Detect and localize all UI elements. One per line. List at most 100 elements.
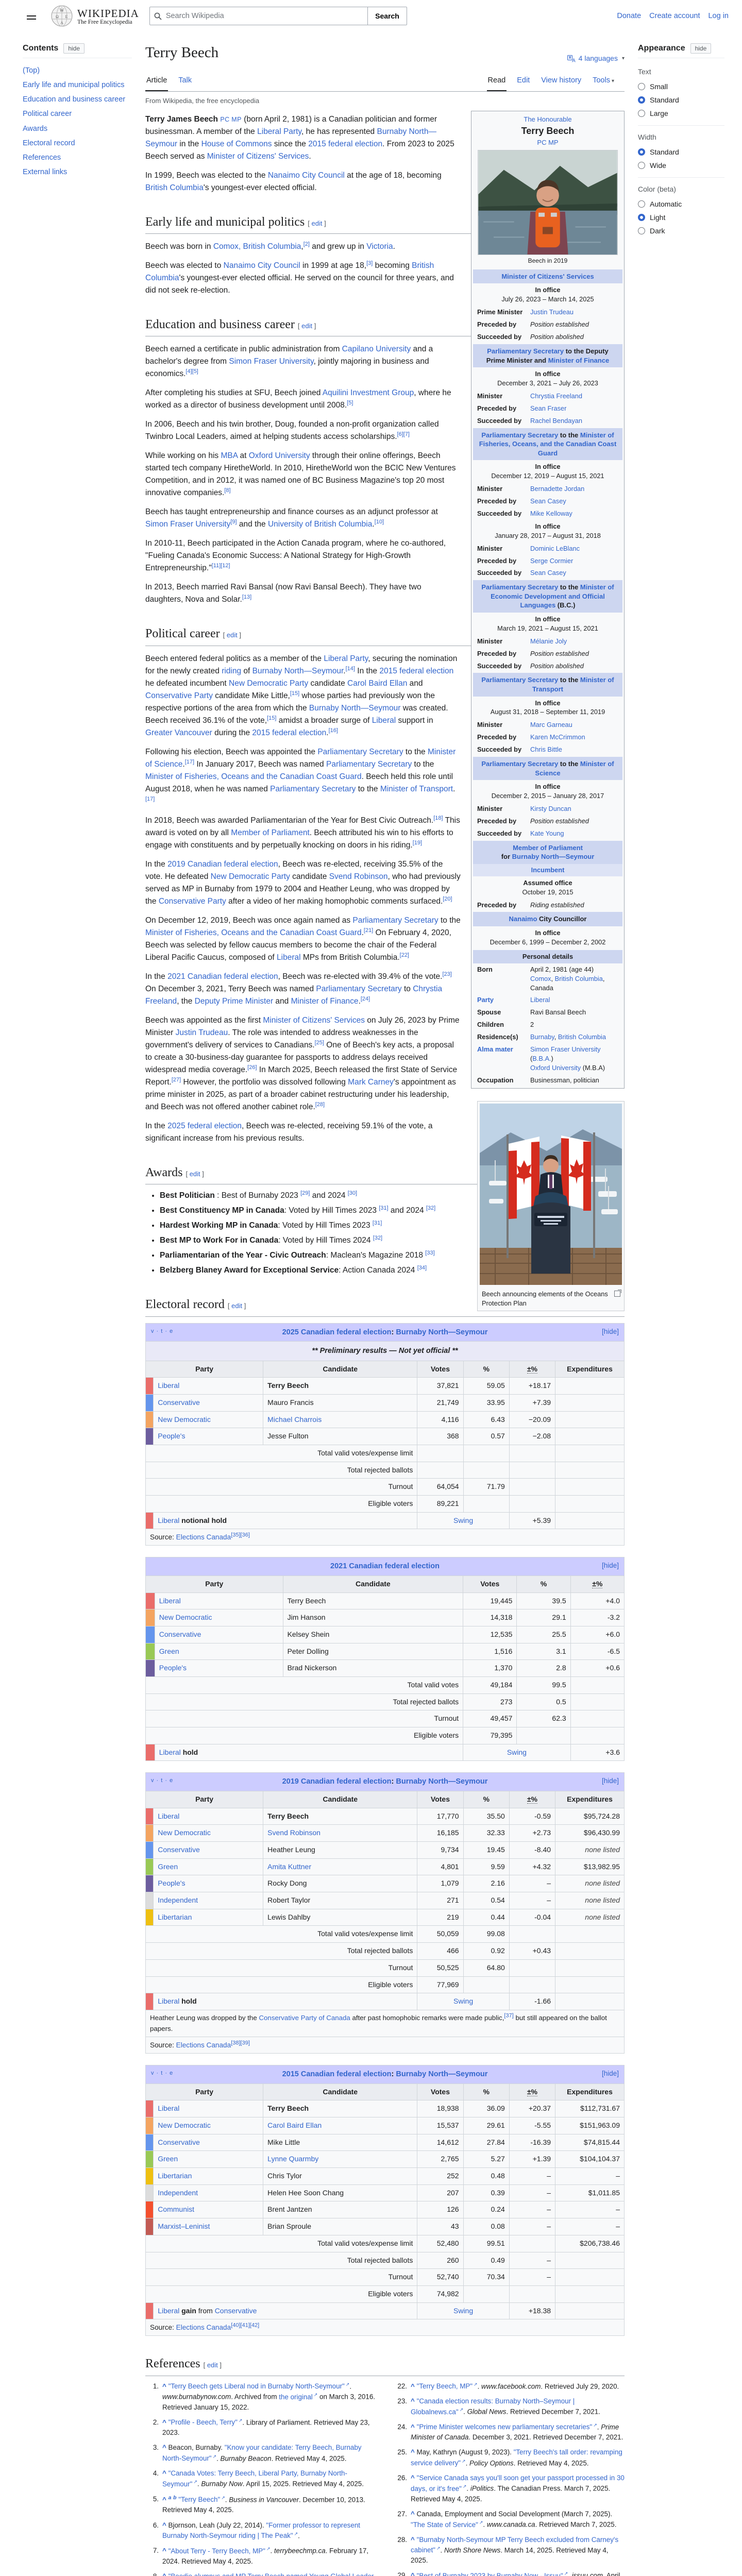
vte-links[interactable]: v · t · e — [151, 2070, 174, 2077]
search-icon — [154, 12, 162, 20]
edit-link[interactable]: edit — [301, 321, 313, 330]
appearance-hide-button[interactable]: hide — [690, 43, 712, 54]
tab-article[interactable]: Article — [145, 71, 168, 92]
candidate-row: People's Rocky Dong 1,079 2.16– none listed — [145, 1875, 625, 1893]
infobox-row: Succeeded by Rachel Bendayan — [477, 416, 583, 425]
infobox-row: Preceded by Position established — [477, 817, 589, 825]
color-option[interactable]: Dark — [638, 224, 724, 238]
paragraph: In 2018, Beech was awarded Parliamentari… — [145, 815, 460, 850]
tab-view-history[interactable]: View history — [541, 76, 582, 84]
hide-toggle[interactable]: [hide] — [601, 1327, 619, 1335]
reference-item: 6. ^ Bjornson, Leah (July 22, 2014). "For… — [145, 2520, 376, 2541]
login-link[interactable]: Log in — [708, 12, 729, 20]
tab-read[interactable]: Read — [486, 71, 507, 92]
candidate-row: Independent Helen Hee Soon Chang 207 0.39– $… — [145, 2184, 625, 2202]
totals-row: Total rejected ballots 273 0.5 — [145, 1693, 625, 1711]
create-account-link[interactable]: Create account — [649, 12, 700, 20]
infobox-name: Terry Beech — [521, 125, 575, 136]
hide-toggle[interactable]: [hide] — [601, 1562, 619, 1570]
infobox-row: Minister Kirsty Duncan — [477, 805, 571, 813]
tab-tools[interactable]: Tools ▾ — [593, 76, 614, 84]
edit-link[interactable]: edit — [311, 219, 323, 227]
width-option[interactable]: Standard — [638, 145, 724, 159]
infobox-row: Succeeded by Position abolished — [477, 662, 584, 670]
hide-toggle[interactable]: [hide] — [601, 2070, 619, 2078]
infobox-row: Children 2 — [477, 1021, 534, 1029]
totals-row: Eligible voters 79,395 — [145, 1727, 625, 1744]
oceans-protection-plan-figure[interactable]: Beech announcing elements of the Oceans … — [477, 1100, 625, 1312]
contents-item[interactable]: Awards — [23, 124, 48, 133]
contents-item[interactable]: Education and business career — [23, 95, 126, 104]
paragraph: In 2013, Beech married Ravi Bansal (now … — [145, 583, 421, 604]
infobox-row: Succeeded by Sean Casey — [477, 569, 566, 577]
main-menu-button[interactable] — [23, 9, 40, 23]
election-table-2025: v · t · e 2025 Canadian federal election:… — [145, 1323, 625, 1546]
contents-sidebar: Contents hide (Top) Early life and munici… — [23, 36, 132, 179]
donate-link[interactable]: Donate — [617, 12, 642, 20]
search-button[interactable]: Search — [368, 7, 407, 25]
infobox-row: In office — [535, 463, 561, 471]
reference-item: 22.^ "Terry Beech, MP". www.facebook.com… — [394, 2381, 625, 2392]
infobox-row: December 12, 2019 – August 15, 2021 — [491, 472, 604, 480]
reference-item: 25. ^ May, Kathryn (August 9, 2023). "Ter… — [394, 2447, 625, 2468]
infobox-row: Prime Minister Justin Trudeau — [477, 308, 574, 316]
portrait-photo[interactable] — [473, 150, 622, 256]
text-size-option[interactable]: Large — [638, 107, 724, 120]
text-size-option[interactable]: Small — [638, 80, 724, 93]
infobox-row: Preceded by Sean Fraser — [477, 404, 567, 412]
vte-links[interactable]: v · t · e — [151, 1328, 174, 1334]
search-input[interactable] — [164, 11, 364, 21]
width-option[interactable]: Wide — [638, 159, 724, 172]
edit-link[interactable]: edit — [189, 1170, 200, 1178]
contents-hide-button[interactable]: hide — [63, 43, 85, 54]
contents-item[interactable]: Political career — [23, 110, 72, 118]
lead-paragraph: In 1999, Beech was elected to the Nanaim… — [145, 171, 442, 192]
wikipedia-logo[interactable]: W Ω E A WIKIPEDIA The Free Encyclopedia — [50, 5, 139, 27]
totals-row: Eligible voters 89,221 — [145, 1495, 625, 1513]
appearance-title: Appearance — [638, 44, 685, 53]
edit-link[interactable]: edit — [231, 1302, 243, 1310]
text-size-option[interactable]: Standard — [638, 93, 724, 107]
contents-item[interactable]: External links — [23, 167, 68, 176]
edit-link[interactable]: edit — [226, 631, 238, 639]
contents-item[interactable]: References — [23, 153, 61, 162]
languages-button[interactable]: A 4 languages ▾ — [567, 53, 625, 64]
infobox-row: Minister Chrystia Freeland — [477, 392, 582, 400]
infobox-row: In office — [535, 370, 561, 378]
enlarge-icon[interactable] — [614, 1289, 621, 1297]
tab-edit[interactable]: Edit — [517, 76, 530, 84]
contents-item[interactable]: (Top) — [23, 66, 40, 75]
paragraph: Beech was elected to Nanaimo City Counci… — [145, 260, 454, 295]
contents-item[interactable]: Electoral record — [23, 139, 75, 147]
infobox-row: Parliamentary Secretary to the Deputy Pr… — [473, 344, 622, 368]
figure-caption: Beech announcing elements of the Oceans … — [480, 1287, 622, 1309]
vte-links[interactable]: v · t · e — [151, 1777, 174, 1784]
text-size-label: Text — [638, 67, 651, 76]
hide-toggle[interactable]: [hide] — [601, 1777, 619, 1785]
infobox-row: December 2, 2015 – January 28, 2017 — [491, 792, 604, 800]
infobox-row: August 31, 2018 – September 11, 2019 — [490, 708, 605, 716]
color-option[interactable]: Automatic — [638, 197, 724, 211]
color-option[interactable]: Light — [638, 211, 724, 224]
contents-item[interactable]: Early life and municipal politics — [23, 81, 125, 90]
candidate-row: Liberal Terry Beech 18,938 36.09 +20.37 $112,… — [145, 2100, 625, 2118]
totals-row: Total valid votes 49,184 99.5 — [145, 1676, 625, 1694]
infobox-honorific: The Honourable — [524, 115, 572, 123]
color-label: Color (beta) — [638, 185, 676, 193]
infobox-postnominals: PC MP — [537, 138, 559, 146]
edit-link[interactable]: edit — [207, 2361, 218, 2369]
infobox-row: Parliamentary Secretary to the Minister … — [473, 757, 622, 781]
reference-item: 27. ^ Canada, Employment and Social Devel… — [394, 2509, 625, 2530]
infobox-row: December 3, 2021 – July 26, 2023 — [497, 379, 598, 387]
infobox-row: Minister Dominic LeBlanc — [477, 544, 580, 552]
wikipedia-globe-icon: W Ω E A — [51, 5, 73, 27]
infobox-row: Parliamentary Secretary to the Minister … — [473, 428, 622, 461]
section-heading-references: References [ edit ] — [145, 2354, 625, 2376]
paragraph: Following his election, Beech was appoin… — [145, 747, 456, 802]
candidate-row: Libertarian Chris Tylor 252 0.48– – — [145, 2167, 625, 2185]
candidate-row: People's Brad Nickerson 1,370 2.8 +0.6 — [145, 1659, 625, 1677]
tab-talk[interactable]: Talk — [178, 76, 192, 84]
svg-text:E: E — [65, 14, 68, 19]
totals-row: Total rejected ballots 466 0.92 +0.43 — [145, 1942, 625, 1960]
candidate-row: New Democratic Carol Baird Ellan 15,537 29.… — [145, 2117, 625, 2134]
